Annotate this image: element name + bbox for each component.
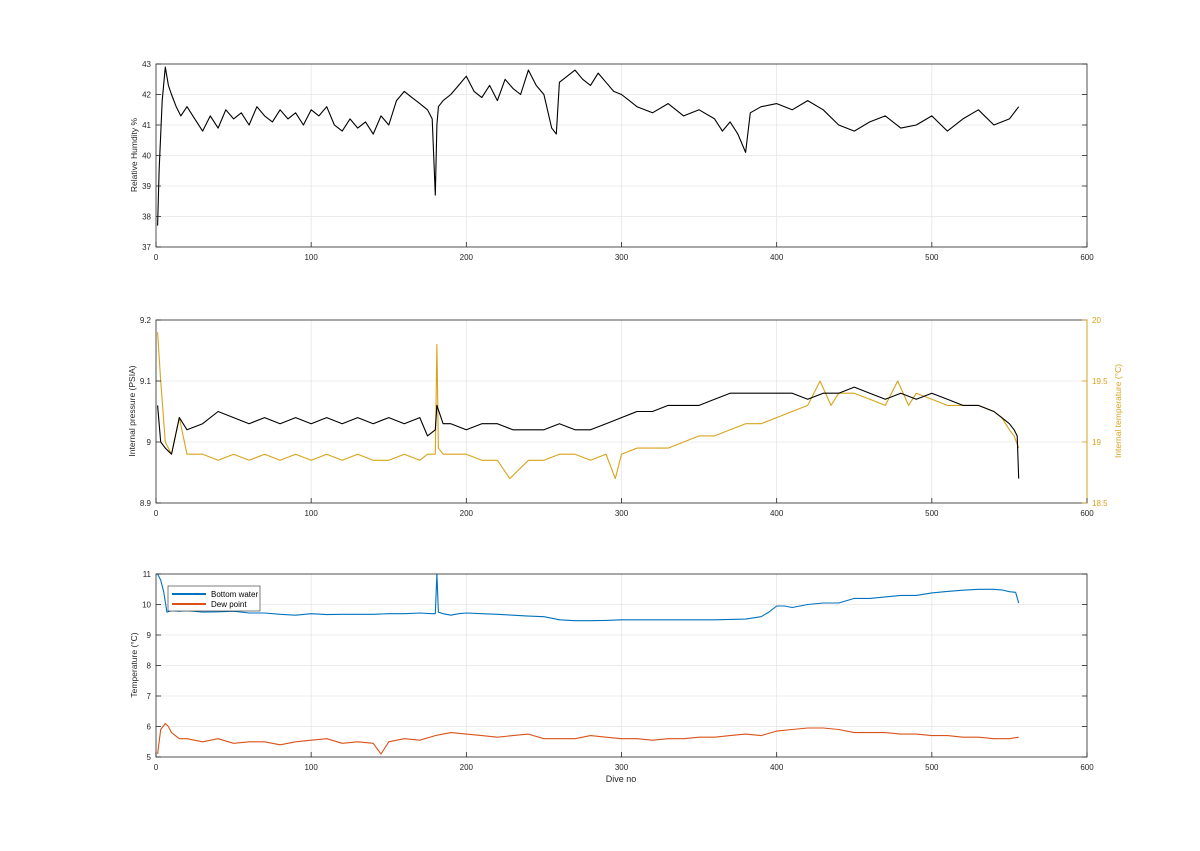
series-2-1-line	[157, 386, 1020, 479]
x-tick-label: 600	[1080, 509, 1094, 518]
y-tick-label: 37	[142, 243, 151, 252]
ticks-3: 0 100 200 300 400 500 600 5 6 7 8 9 10 11	[142, 570, 1094, 772]
y-axis-label-2: Internal pressure (PSIA)	[127, 365, 137, 456]
subplot-internal-pressure: 0 100 200 300 400 500 600 8.9 9 9.1 9.2 18.5 19 19.5 2…	[127, 316, 1123, 518]
y-tick-label: 8.9	[140, 499, 152, 508]
legend-label-dew-point: Dew point	[211, 600, 247, 609]
x-tick-label: 100	[304, 763, 318, 772]
series-2-2-line	[157, 332, 1020, 480]
lines-2	[157, 332, 1020, 480]
x-tick-label: 200	[460, 253, 474, 262]
y-tick-label: 9.2	[140, 316, 152, 325]
x-tick-label: 0	[154, 509, 159, 518]
y-tick-label: 39	[142, 182, 151, 191]
y-tick-label: 7	[147, 692, 152, 701]
grid-2	[156, 320, 1087, 503]
x-tick-label: 500	[925, 509, 939, 518]
y-axis-label-right-2: Internal temperature (°C)	[1113, 364, 1123, 458]
x-tick-label: 300	[615, 763, 629, 772]
x-tick-label: 400	[770, 763, 784, 772]
y-tick-label: 5	[147, 753, 152, 762]
x-tick-label: 500	[925, 253, 939, 262]
y-tick-label: 8	[147, 662, 152, 671]
x-tick-label: 300	[615, 509, 629, 518]
x-tick-label: 0	[154, 763, 159, 772]
series-1-1-line	[157, 66, 1020, 226]
y-tick-label-right: 20	[1092, 316, 1101, 325]
x-axis-label-3: Dive no	[606, 774, 637, 784]
ticks-1: 0 100 200 300 400 500 600 37 38 39 40 41 42 43	[142, 60, 1094, 262]
y-tick-label-right: 19.5	[1092, 377, 1108, 386]
lines-3	[157, 573, 1020, 755]
y-tick-label: 11	[143, 570, 152, 579]
legend: Bottom water Dew point	[167, 585, 261, 612]
x-tick-label: 400	[770, 253, 784, 262]
x-tick-label: 400	[770, 509, 784, 518]
x-tick-label: 100	[304, 509, 318, 518]
x-tick-label: 600	[1080, 763, 1094, 772]
dew-point-line	[157, 722, 1019, 755]
y-tick-label-right: 18.5	[1092, 499, 1108, 508]
y-tick-label: 42	[142, 91, 151, 100]
x-tick-label: 0	[154, 253, 159, 262]
y-axis-label-1: Relative Humdity %	[129, 117, 139, 192]
y-tick-label: 10	[142, 601, 151, 610]
grid-1	[156, 64, 1087, 247]
y-tick-label: 40	[142, 152, 151, 161]
x-tick-label: 200	[460, 763, 474, 772]
x-tick-label: 600	[1080, 253, 1094, 262]
subplot-relative-humidity: 0 100 200 300 400 500 600 37 38 39 40 41 42 43 Relati…	[129, 60, 1094, 262]
grid-3	[156, 574, 1087, 757]
x-tick-label: 200	[460, 509, 474, 518]
lines-1	[157, 66, 1020, 226]
y-tick-label-right: 19	[1092, 438, 1101, 447]
bottom-water-line	[157, 573, 1020, 622]
ticks-2: 0 100 200 300 400 500 600 8.9 9 9.1 9.2 18.5 19 19.5 2…	[140, 316, 1108, 518]
subplot-temperature: 0 100 200 300 400 500 600 5 6 7 8 9 10 11 Temperature…	[129, 570, 1094, 784]
y-tick-label: 43	[142, 60, 151, 69]
y-tick-label: 9	[147, 631, 152, 640]
x-tick-label: 300	[615, 253, 629, 262]
y-tick-label: 41	[142, 121, 151, 130]
y-tick-label: 9	[147, 438, 152, 447]
y-tick-label: 38	[142, 213, 151, 222]
legend-box	[167, 585, 261, 612]
legend-label-bottom-water: Bottom water	[211, 590, 258, 599]
y-tick-label: 9.1	[140, 377, 152, 386]
x-tick-label: 100	[304, 253, 318, 262]
x-tick-label: 500	[925, 763, 939, 772]
y-tick-label: 6	[147, 723, 152, 732]
y-axis-label-3: Temperature (°C)	[129, 632, 139, 697]
